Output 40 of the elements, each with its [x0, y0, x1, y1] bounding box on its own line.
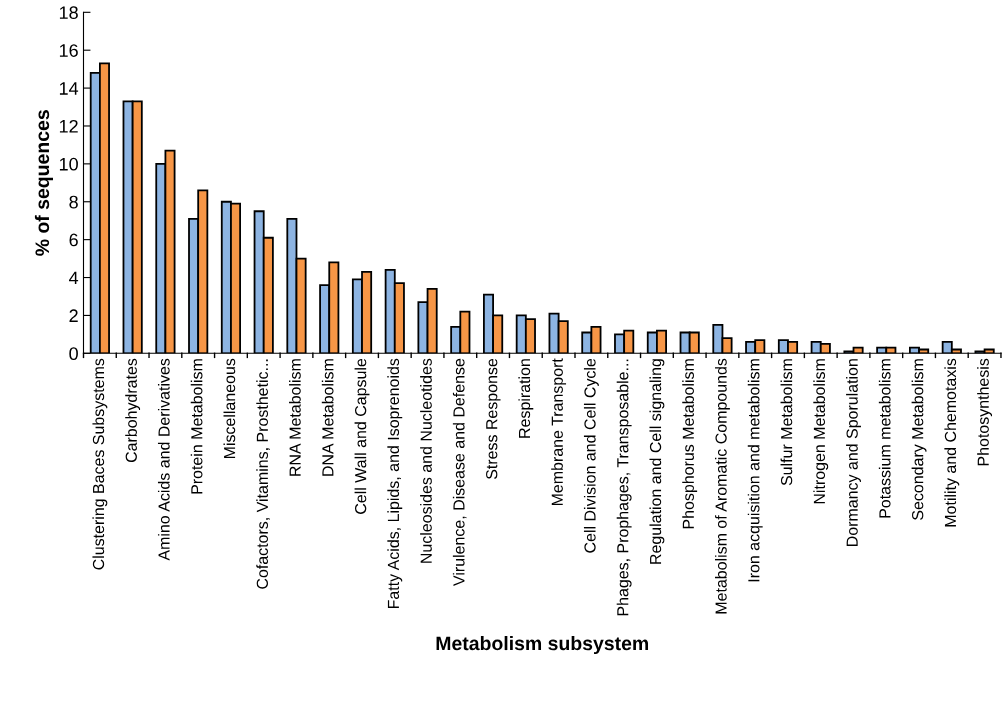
x-tick-label: Cell Wall and Capsule — [354, 358, 370, 514]
y-tick-label: 10 — [59, 157, 78, 171]
x-tick-label: Motility and Chemotaxis — [944, 358, 960, 527]
x-tick-label: Cell Division and Cell Cycle — [583, 358, 599, 553]
y-tick-label: 12 — [59, 119, 78, 133]
x-tick-label: Phages, Prophages, Transposable... — [616, 359, 632, 616]
x-tick-label: Stress Response — [486, 358, 501, 480]
y-tick-label: 18 — [59, 6, 78, 20]
x-tick-label: Iron acquisition and metabolism — [747, 359, 763, 582]
x-tick-label: Sulfur Metabolism — [780, 359, 793, 486]
x-tick-label: Phosphorus Metabolism — [682, 359, 698, 529]
y-axis-title: % of sequences — [34, 110, 53, 256]
x-tick-label: Cofactors, Vitamins, Prosthetic... — [256, 359, 270, 589]
x-tick-label: Miscellaneous — [223, 358, 236, 459]
x-tick-label: Nitrogen Metabolism — [813, 359, 829, 504]
x-tick-label: Secondary Metabolism — [911, 359, 927, 520]
y-tick-label: 16 — [59, 44, 78, 57]
x-tick-label: Photosynthesis — [977, 358, 993, 466]
x-tick-label: Respiration — [518, 359, 534, 438]
x-tick-label: RNA Metabolism — [289, 359, 301, 476]
x-tick-label: Dormancy and Sporulation — [846, 359, 861, 546]
y-tick-label: 8 — [69, 195, 78, 209]
x-tick-label: Nucleosides and Nucleotides — [420, 358, 432, 563]
x-tick-label: Regulation and Cell signaling — [649, 359, 665, 564]
y-tick-label: 6 — [69, 233, 78, 247]
x-axis-title: Metabolism subsystem — [436, 635, 649, 655]
x-tick-label: Potassium metabolism — [878, 359, 891, 518]
x-tick-label: Amino Acids and Derivatives — [157, 358, 170, 561]
x-tick-label: Fatty Acids, Lipids, and Isoprenoids — [387, 358, 403, 609]
y-tick-label: 14 — [59, 82, 79, 95]
y-tick-label: 2 — [69, 309, 78, 322]
y-tick-label: 4 — [69, 271, 79, 285]
x-tick-label: DNA Metabolism — [321, 359, 334, 476]
x-tick-label: Virulence, Disease and Defense — [452, 358, 467, 586]
x-tick-label: Protein Metabolism — [190, 359, 203, 494]
x-tick-label: Membrane Transport — [551, 358, 567, 506]
x-tick-label: Carbohydrates — [125, 358, 141, 463]
x-tick-label: Clustering Baces Subsystems — [92, 358, 108, 570]
y-tick-label: 0 — [69, 347, 78, 361]
x-tick-label: Metabolism of Aromatic Compounds — [715, 358, 730, 614]
